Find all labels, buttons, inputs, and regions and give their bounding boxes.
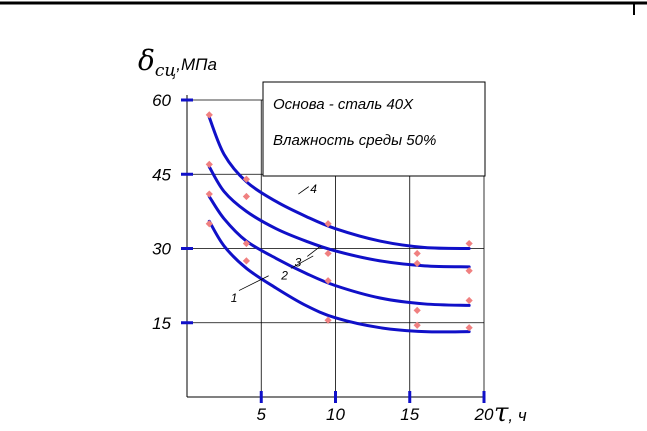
curve-1 (207, 219, 471, 334)
data-point-1-4 (465, 324, 473, 332)
note-humidity: Влажность среды 50% (273, 132, 436, 149)
x-axis-title: τ, ч (494, 398, 527, 428)
curve-leader-4 (298, 186, 310, 195)
x-axis-unit: , ч (508, 406, 526, 425)
x-tick-label-15: 15 (400, 405, 419, 424)
y-axis-title: δсц,МПа (138, 44, 217, 81)
curve-label-1: 1 (231, 291, 238, 305)
x-tick-label-20: 20 (474, 405, 494, 424)
y-axis-subscript: сц (155, 61, 176, 81)
data-point-3-1 (242, 192, 250, 201)
data-point-3-4 (465, 267, 473, 275)
data-point-2-0 (205, 190, 213, 198)
curve-label-4: 4 (310, 182, 317, 196)
curve-leader-3 (307, 245, 321, 257)
curve-label-3: 3 (295, 255, 302, 269)
data-point-1-0 (205, 220, 213, 228)
data-point-4-1 (242, 175, 250, 183)
data-point-4-3 (413, 249, 421, 258)
data-point-4-2 (324, 220, 332, 228)
data-point-4-4 (465, 239, 473, 248)
data-point-2-2 (324, 277, 332, 285)
data-point-2-1 (242, 239, 250, 248)
curve-3 (207, 165, 471, 269)
data-point-1-2 (324, 316, 332, 324)
curve-2 (207, 195, 471, 307)
y-tick-label-45: 45 (152, 165, 171, 184)
data-point-3-3 (413, 259, 421, 267)
y-tick-label-60: 60 (152, 91, 171, 110)
curve-leader-1 (238, 275, 269, 291)
curve-label-2: 2 (280, 269, 288, 283)
notes-box (262, 81, 486, 177)
y-axis-unit: ,МПа (176, 55, 217, 74)
y-axis-symbol: δ (138, 44, 155, 77)
note-base-material: Основа - сталь 40Х (273, 96, 414, 113)
curve-labels: 1 23 4 (231, 182, 321, 305)
data-point-1-1 (242, 257, 250, 265)
data-point-2-4 (465, 296, 473, 305)
x-tick-label-10: 10 (326, 405, 345, 424)
data-point-4-0 (205, 111, 213, 119)
ticks: 15 30 45 60 5 10 15 20 (152, 91, 494, 424)
data-point-1-3 (413, 321, 421, 329)
curves (207, 115, 471, 334)
x-tick-label-5: 5 (257, 405, 267, 424)
data-point-3-2 (324, 249, 332, 258)
curve-4 (207, 115, 471, 250)
points (205, 111, 473, 332)
data-point-3-0 (205, 160, 213, 168)
y-tick-label-15: 15 (152, 314, 171, 333)
y-tick-label-30: 30 (152, 240, 171, 259)
data-point-2-3 (413, 306, 421, 314)
x-axis-symbol: τ (494, 398, 509, 428)
curve-leader-2 (290, 255, 314, 269)
